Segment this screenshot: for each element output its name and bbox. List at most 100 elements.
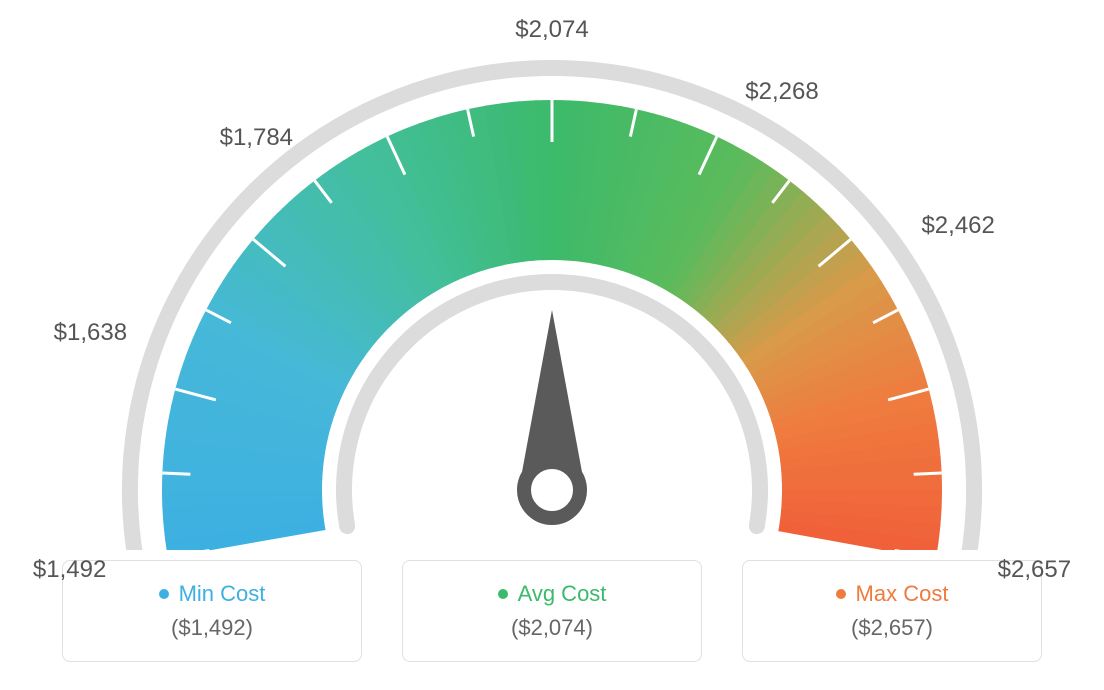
gauge-band-segment <box>266 358 272 372</box>
gauge-band-segment <box>291 311 299 324</box>
gauge-band-segment <box>813 323 821 336</box>
gauge-band-segment <box>695 215 708 222</box>
legend-card: Avg Cost ($2,074) <box>402 560 702 662</box>
gauge-band-segment <box>820 335 827 348</box>
tick-label: $2,462 <box>921 212 994 240</box>
gauge-band-segment <box>433 198 447 203</box>
tick-label: $1,784 <box>220 124 293 152</box>
gauge-band-segment <box>512 181 527 183</box>
needle-hub <box>524 462 580 518</box>
gauge-band-segment <box>261 370 267 384</box>
gauge-band-segment <box>374 228 387 236</box>
gauge-band-segment <box>284 322 292 335</box>
gauge-band-segment <box>645 194 659 199</box>
gauge-band-segment <box>409 208 423 215</box>
legend-value: ($1,492) <box>73 615 351 641</box>
gauge-band-segment <box>242 461 243 476</box>
gauge-band-segment <box>271 345 278 359</box>
gauge-band-segment <box>247 421 250 436</box>
gauge-band-segment <box>658 199 672 205</box>
legend-dot-icon <box>159 589 169 599</box>
gauge-band-segment <box>397 214 410 221</box>
gauge-band-segment <box>855 423 858 438</box>
gauge-band-segment <box>306 289 316 301</box>
gauge-band-segment <box>619 187 634 191</box>
gauge-band-segment <box>707 222 720 230</box>
gauge-band-segment <box>421 203 435 209</box>
legend-dot-icon <box>498 589 508 599</box>
gauge-band-segment <box>446 194 460 199</box>
gauge-band-segment <box>730 236 742 245</box>
tick-label: $1,638 <box>54 319 127 347</box>
gauge-band-segment <box>333 260 344 270</box>
legend-title: Min Cost <box>159 581 266 607</box>
legend-label: Avg Cost <box>518 581 607 607</box>
gauge-band-segment <box>485 184 500 187</box>
gauge-band-segment <box>592 183 607 185</box>
gauge-band-segment <box>851 410 855 425</box>
gauge-band-segment <box>363 235 375 244</box>
gauge-band-segment <box>353 243 365 252</box>
gauge-svg <box>0 0 1104 550</box>
gauge-band-segment <box>525 180 540 181</box>
gauge-band-segment <box>498 182 513 184</box>
gauge-band-segment <box>606 185 621 188</box>
gauge-band-segment <box>789 291 798 303</box>
legend-card: Min Cost ($1,492) <box>62 560 362 662</box>
gauge-band-segment <box>249 408 253 423</box>
tick-label: $2,657 <box>998 556 1071 584</box>
legend-row: Min Cost ($1,492) Avg Cost ($2,074) Max Cost… <box>0 560 1104 662</box>
legend-title: Max Cost <box>836 581 949 607</box>
gauge-band-segment <box>861 504 862 519</box>
tick-label: $2,268 <box>745 78 818 106</box>
gauge-band-segment <box>459 190 474 194</box>
legend-value: ($2,657) <box>753 615 1031 641</box>
legend-dot-icon <box>836 589 846 599</box>
gauge-band-segment <box>277 334 284 347</box>
legend-label: Max Cost <box>856 581 949 607</box>
gauge-band-segment <box>859 450 861 465</box>
gauge-band-segment <box>244 529 246 544</box>
gauge-band-segment <box>315 279 325 290</box>
gauge-band-segment <box>751 253 762 263</box>
gauge-container: $1,492$1,638$1,784$2,074$2,268$2,462$2,6… <box>0 0 1104 550</box>
gauge-band-segment <box>472 187 487 191</box>
gauge-band-segment <box>859 517 861 532</box>
legend-label: Min Cost <box>179 581 266 607</box>
gauge-band-segment <box>323 270 334 281</box>
gauge-band-segment <box>343 251 354 261</box>
gauge-band-segment <box>632 191 647 195</box>
tick-label: $2,074 <box>515 16 588 44</box>
gauge-band-segment <box>741 244 753 254</box>
gauge-band-segment <box>579 181 594 183</box>
gauge-band-segment <box>838 371 843 385</box>
gauge-band-segment <box>857 530 859 545</box>
gauge-band-segment <box>781 281 791 292</box>
gauge-band-segment <box>843 384 848 398</box>
gauge-band-segment <box>256 382 261 396</box>
gauge-band-segment <box>719 229 732 237</box>
gauge-band-segment <box>385 221 398 229</box>
gauge-band-segment <box>833 359 839 373</box>
legend-title: Avg Cost <box>498 581 607 607</box>
gauge-band-segment <box>806 312 814 325</box>
gauge-band-segment <box>761 261 772 272</box>
gauge-band-segment <box>243 448 245 463</box>
tick-mark <box>914 473 942 474</box>
gauge-band-segment <box>857 436 859 451</box>
gauge-band-segment <box>861 463 862 478</box>
gauge-band-segment <box>243 515 245 530</box>
gauge-band-segment <box>848 397 852 412</box>
gauge-band-segment <box>683 209 697 216</box>
gauge-band-segment <box>671 204 685 210</box>
gauge-band-segment <box>242 502 243 517</box>
legend-value: ($2,074) <box>413 615 691 641</box>
gauge-band-segment <box>566 180 581 181</box>
gauge-band-segment <box>253 395 257 410</box>
gauge-band-segment <box>798 301 807 313</box>
gauge-band-segment <box>771 271 781 282</box>
gauge-band-segment <box>245 435 247 450</box>
tick-label: $1,492 <box>33 556 106 584</box>
tick-mark <box>162 473 190 474</box>
gauge-band-segment <box>827 347 834 361</box>
